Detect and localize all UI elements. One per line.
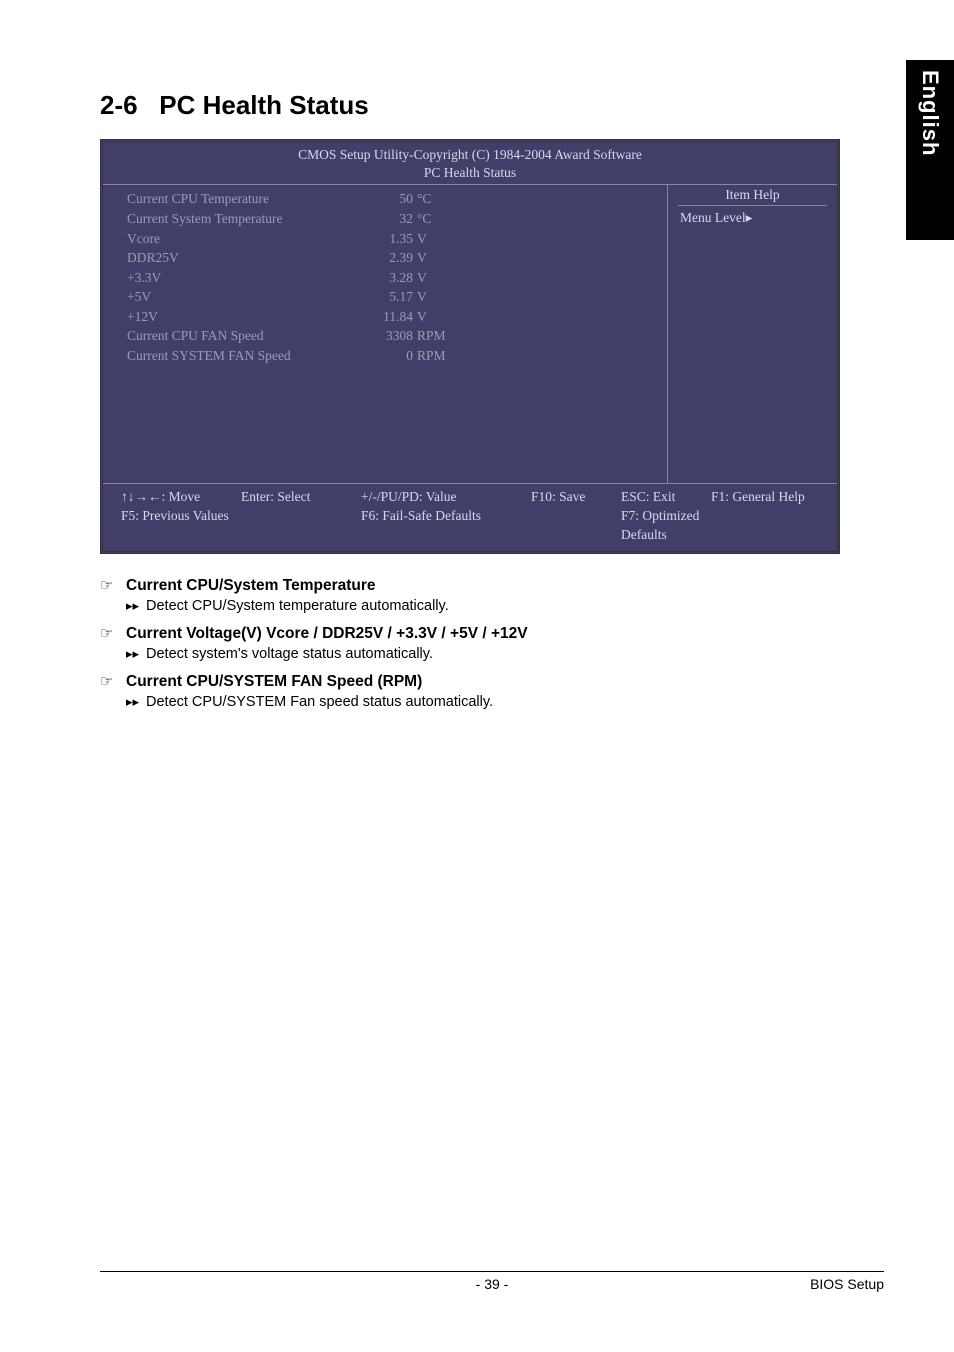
description-body: Detect CPU/SYSTEM Fan speed status autom…: [146, 694, 493, 710]
bios-screenshot: CMOS Setup Utility-Copyright (C) 1984-20…: [100, 139, 840, 554]
item-help-header: Item Help: [678, 185, 827, 206]
language-tab-label: English: [917, 70, 943, 156]
bios-row: +3.3V3.28V: [127, 268, 655, 288]
hint-f6: F6: Fail-Safe Defaults: [361, 507, 531, 526]
description-item: ☞ Current CPU/System Temperature ▸▸ Dete…: [100, 576, 884, 614]
bios-row: Vcore1.35V: [127, 229, 655, 249]
hint-f1: F1: General Help: [711, 488, 829, 507]
pointing-hand-icon: ☞: [100, 624, 126, 642]
description-item: ☞ Current Voltage(V) Vcore / DDR25V / +3…: [100, 624, 884, 662]
language-tab: English: [906, 60, 954, 240]
hint-f5: F5: Previous Values: [121, 507, 241, 526]
hint-f10: F10: Save: [531, 488, 621, 507]
bios-row: Current SYSTEM FAN Speed0RPM: [127, 346, 655, 366]
bios-header: CMOS Setup Utility-Copyright (C) 1984-20…: [103, 142, 837, 184]
bios-row: DDR25V2.39V: [127, 248, 655, 268]
menu-level: Menu Level▸: [678, 206, 827, 230]
bios-footer: ↑↓→←: Move F5: Previous Values Enter: Se…: [103, 484, 837, 551]
hint-esc: ESC: Exit: [621, 488, 711, 507]
bios-header-line2: PC Health Status: [103, 164, 837, 182]
double-arrow-icon: ▸▸: [126, 598, 146, 614]
bios-row: Current System Temperature32°C: [127, 209, 655, 229]
bios-row: +5V5.17V: [127, 287, 655, 307]
pointing-hand-icon: ☞: [100, 672, 126, 690]
bios-row: Current CPU Temperature50°C: [127, 189, 655, 209]
bios-row: Current CPU FAN Speed3308RPM: [127, 326, 655, 346]
pointing-hand-icon: ☞: [100, 576, 126, 594]
section-title-text: PC Health Status: [159, 90, 369, 120]
description-title: Current Voltage(V) Vcore / DDR25V / +3.3…: [126, 625, 528, 643]
hint-enter: Enter: Select: [241, 488, 361, 507]
double-arrow-icon: ▸▸: [126, 646, 146, 662]
hint-pupd: +/-/PU/PD: Value: [361, 488, 531, 507]
page-number: - 39 -: [100, 1276, 884, 1292]
description-list: ☞ Current CPU/System Temperature ▸▸ Dete…: [100, 576, 884, 710]
bios-row: +12V11.84V: [127, 307, 655, 327]
bios-values-panel: Current CPU Temperature50°C Current Syst…: [103, 185, 667, 483]
section-number: 2-6: [100, 90, 138, 120]
description-body: Detect CPU/System temperature automatica…: [146, 598, 449, 614]
description-title: Current CPU/System Temperature: [126, 577, 376, 595]
triangle-right-icon: ▸: [746, 210, 753, 225]
description-body: Detect system's voltage status automatic…: [146, 646, 433, 662]
double-arrow-icon: ▸▸: [126, 694, 146, 710]
hint-f7: F7: Optimized Defaults: [621, 507, 711, 545]
description-title: Current CPU/SYSTEM FAN Speed (RPM): [126, 673, 422, 691]
section-heading: 2-6 PC Health Status: [100, 90, 884, 121]
bios-header-line1: CMOS Setup Utility-Copyright (C) 1984-20…: [103, 146, 837, 164]
page-footer: - 39 - BIOS Setup: [100, 1271, 884, 1292]
hint-move: ↑↓→←: Move: [121, 488, 241, 507]
description-item: ☞ Current CPU/SYSTEM FAN Speed (RPM) ▸▸ …: [100, 672, 884, 710]
bios-help-panel: Item Help Menu Level▸: [667, 185, 837, 483]
